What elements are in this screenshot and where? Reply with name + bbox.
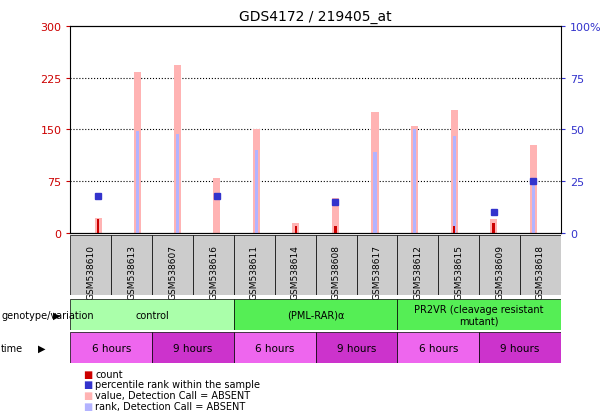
- Bar: [411, 127, 418, 233]
- Text: GSM538616: GSM538616: [209, 244, 218, 299]
- Text: ▶: ▶: [53, 310, 60, 320]
- Text: (PML-RAR)α: (PML-RAR)α: [287, 310, 345, 320]
- Bar: [492, 223, 495, 233]
- Bar: [70, 299, 234, 330]
- Bar: [530, 145, 537, 233]
- Text: control: control: [135, 310, 169, 320]
- Bar: [234, 235, 275, 295]
- Bar: [371, 113, 379, 233]
- Bar: [234, 299, 397, 330]
- Bar: [193, 235, 234, 295]
- Text: GSM538610: GSM538610: [86, 244, 96, 299]
- Text: GSM538618: GSM538618: [536, 244, 545, 299]
- Bar: [255, 151, 258, 233]
- Bar: [292, 223, 300, 233]
- Text: percentile rank within the sample: percentile rank within the sample: [95, 380, 260, 389]
- Bar: [397, 235, 438, 295]
- Bar: [152, 235, 193, 295]
- Text: 6 hours: 6 hours: [92, 343, 131, 353]
- Bar: [357, 235, 397, 295]
- Text: 6 hours: 6 hours: [419, 343, 458, 353]
- Text: GSM538611: GSM538611: [250, 244, 259, 299]
- Text: ■: ■: [83, 369, 92, 379]
- Bar: [451, 111, 458, 233]
- Bar: [452, 136, 455, 233]
- Bar: [316, 235, 357, 295]
- Bar: [70, 332, 152, 363]
- Bar: [152, 332, 234, 363]
- Bar: [173, 66, 181, 233]
- Bar: [520, 235, 561, 295]
- Text: GSM538615: GSM538615: [454, 244, 463, 299]
- Text: GSM538617: GSM538617: [373, 244, 381, 299]
- Bar: [373, 153, 376, 233]
- Bar: [94, 218, 102, 233]
- Bar: [413, 130, 416, 233]
- Bar: [334, 226, 337, 233]
- Text: PR2VR (cleavage resistant
mutant): PR2VR (cleavage resistant mutant): [414, 304, 544, 326]
- Text: GSM538614: GSM538614: [291, 244, 300, 299]
- Text: value, Detection Call = ABSENT: value, Detection Call = ABSENT: [95, 390, 250, 400]
- Bar: [479, 332, 561, 363]
- Text: GSM538612: GSM538612: [413, 244, 422, 299]
- Text: 9 hours: 9 hours: [500, 343, 539, 353]
- Bar: [253, 130, 260, 233]
- Title: GDS4172 / 219405_at: GDS4172 / 219405_at: [240, 10, 392, 24]
- Bar: [490, 220, 497, 233]
- Text: 6 hours: 6 hours: [255, 343, 294, 353]
- Bar: [453, 226, 455, 233]
- Bar: [213, 178, 221, 233]
- Bar: [479, 235, 520, 295]
- Bar: [438, 235, 479, 295]
- Bar: [112, 235, 152, 295]
- Text: GSM538613: GSM538613: [128, 244, 136, 299]
- Bar: [531, 182, 535, 233]
- Text: rank, Detection Call = ABSENT: rank, Detection Call = ABSENT: [95, 401, 245, 411]
- Bar: [234, 332, 316, 363]
- Bar: [332, 199, 339, 233]
- Text: GSM538609: GSM538609: [495, 244, 504, 299]
- Bar: [316, 332, 397, 363]
- Text: genotype/variation: genotype/variation: [1, 310, 94, 320]
- Text: ▶: ▶: [38, 343, 45, 353]
- Text: time: time: [1, 343, 23, 353]
- Text: GSM538608: GSM538608: [332, 244, 341, 299]
- Text: 9 hours: 9 hours: [173, 343, 213, 353]
- Bar: [397, 299, 561, 330]
- Bar: [295, 226, 297, 233]
- Text: ■: ■: [83, 380, 92, 389]
- Text: GSM538607: GSM538607: [168, 244, 177, 299]
- Text: 9 hours: 9 hours: [337, 343, 376, 353]
- Text: ■: ■: [83, 390, 92, 400]
- Bar: [397, 332, 479, 363]
- Bar: [134, 73, 141, 233]
- Bar: [176, 134, 179, 233]
- Bar: [136, 132, 139, 233]
- Bar: [275, 235, 316, 295]
- Bar: [70, 235, 112, 295]
- Bar: [97, 220, 99, 233]
- Text: ■: ■: [83, 401, 92, 411]
- Text: count: count: [95, 369, 123, 379]
